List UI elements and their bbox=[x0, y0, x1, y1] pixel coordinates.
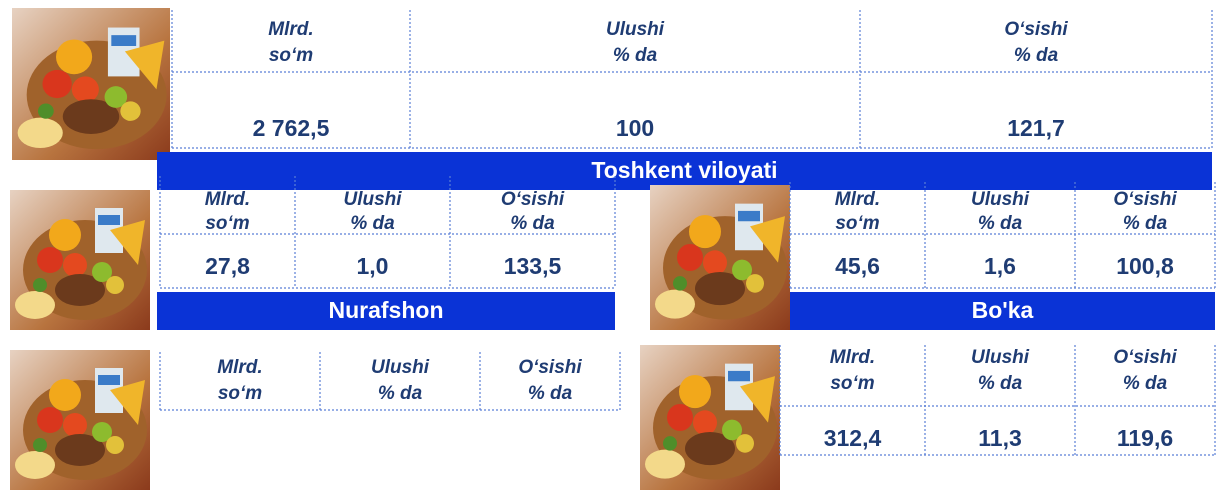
column-header: so‘m bbox=[830, 373, 874, 394]
column-header: Mlrd. bbox=[268, 19, 313, 40]
column-header: Ulushi bbox=[343, 189, 402, 210]
region-name: Nurafshon bbox=[329, 297, 444, 323]
cell-value: 27,8 bbox=[205, 253, 250, 279]
column-header: % da bbox=[613, 45, 658, 66]
column-header: % da bbox=[1123, 373, 1168, 394]
region-name: Toshkent viloyati bbox=[591, 157, 777, 183]
column-header: so‘m bbox=[218, 383, 262, 404]
cell-value: 2 762,5 bbox=[253, 115, 330, 141]
column-header: % da bbox=[1123, 213, 1168, 234]
region-banner bbox=[790, 292, 1215, 330]
cell-value: 1,6 bbox=[984, 253, 1016, 279]
column-header: Mlrd. bbox=[217, 357, 262, 378]
cell-value: 100,8 bbox=[1116, 253, 1174, 279]
cell-value: 119,6 bbox=[1117, 425, 1173, 451]
column-header: Mlrd. bbox=[205, 189, 250, 210]
column-header: % da bbox=[978, 373, 1023, 394]
cell-value: 1,0 bbox=[357, 253, 389, 279]
column-header: Ulushi bbox=[371, 357, 430, 378]
column-header: % da bbox=[528, 383, 573, 404]
column-header: % da bbox=[978, 213, 1023, 234]
cell-value: 45,6 bbox=[835, 253, 880, 279]
column-header: Ulushi bbox=[971, 347, 1030, 368]
cell-value: 121,7 bbox=[1007, 115, 1065, 141]
column-header: % da bbox=[510, 213, 555, 234]
column-header: % da bbox=[378, 383, 423, 404]
column-header: O‘sishi bbox=[1113, 189, 1177, 210]
column-header: Ulushi bbox=[971, 189, 1030, 210]
column-header: % da bbox=[1014, 45, 1059, 66]
food-image bbox=[12, 8, 170, 160]
column-header: % da bbox=[350, 213, 395, 234]
column-header: Ulushi bbox=[606, 19, 665, 40]
region-banner bbox=[157, 292, 615, 330]
column-header: Mlrd. bbox=[830, 347, 875, 368]
cell-value: 133,5 bbox=[504, 253, 562, 279]
food-image bbox=[640, 345, 780, 490]
column-header: so‘m bbox=[269, 45, 313, 66]
column-header: O‘sishi bbox=[1113, 347, 1177, 368]
food-image bbox=[10, 190, 150, 330]
region-banner bbox=[157, 152, 1212, 190]
column-header: O‘sishi bbox=[518, 357, 582, 378]
column-header: so‘m bbox=[835, 213, 879, 234]
cell-value: 312,4 bbox=[824, 425, 882, 451]
food-image bbox=[650, 185, 790, 330]
column-header: Mlrd. bbox=[835, 189, 880, 210]
food-image bbox=[10, 350, 150, 490]
column-header: O‘sishi bbox=[501, 189, 565, 210]
cell-value: 100 bbox=[616, 115, 654, 141]
cell-value: 11,3 bbox=[978, 425, 1022, 451]
column-header: so‘m bbox=[205, 213, 249, 234]
region-name: Bo'ka bbox=[972, 297, 1034, 323]
column-header: O‘sishi bbox=[1004, 19, 1068, 40]
